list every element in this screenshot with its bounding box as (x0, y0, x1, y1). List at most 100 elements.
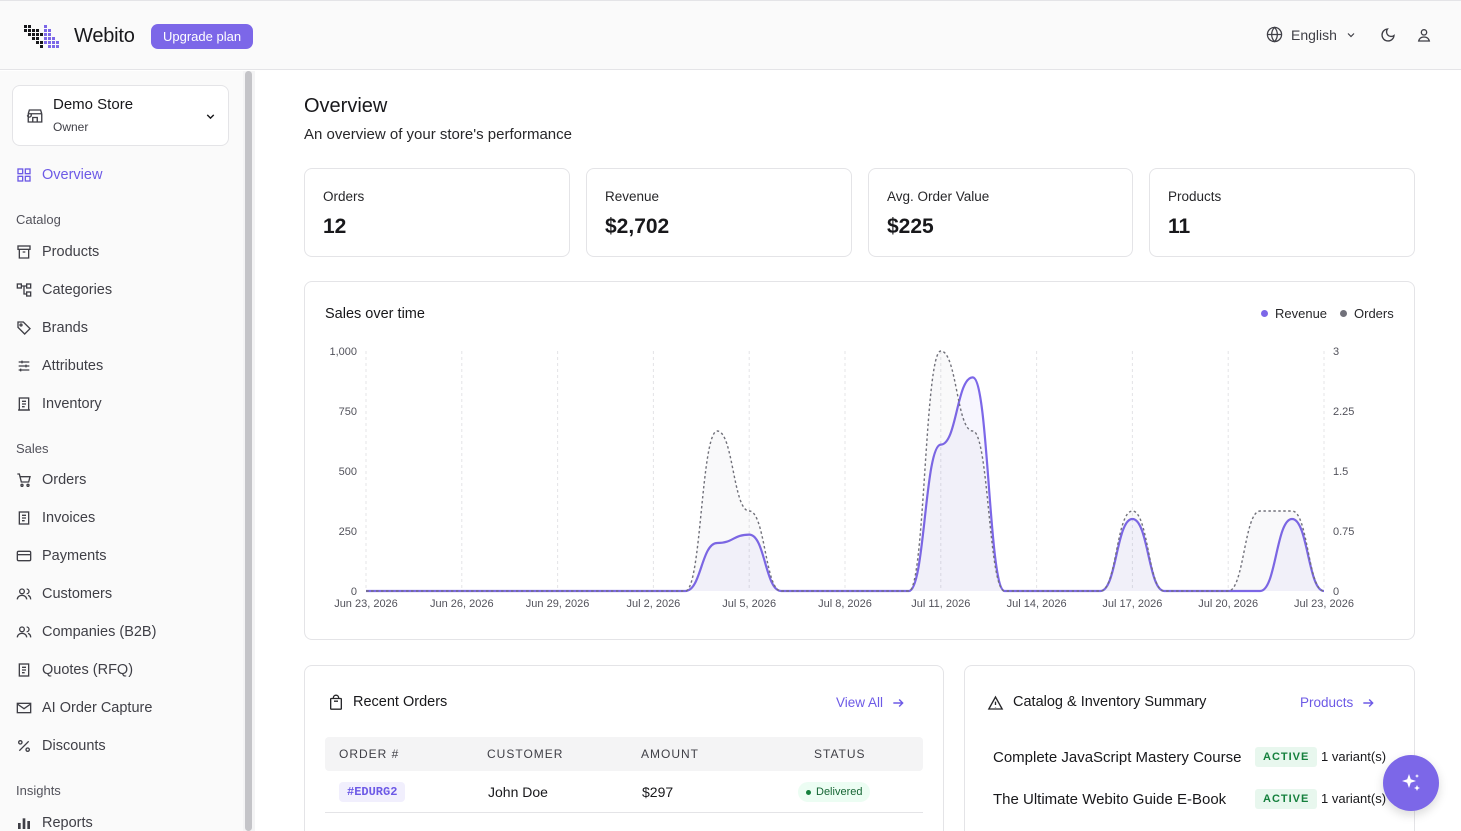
status-label: Delivered (816, 786, 863, 798)
users-icon (16, 588, 32, 600)
x-tick-label: Jul 17, 2026 (1102, 598, 1162, 610)
sidebar-item-invoices[interactable]: Invoices (16, 510, 95, 526)
sidebar-item-discounts[interactable]: Discounts (16, 738, 106, 754)
sidebar-item-label: Overview (42, 167, 103, 183)
stat-card-revenue: Revenue $2,702 (586, 168, 852, 257)
sidebar-item-label: AI Order Capture (42, 700, 153, 716)
variant-count: 1 variant(s) (1321, 749, 1387, 764)
store-role: Owner (53, 120, 89, 134)
sidebar-item-customers[interactable]: Customers (16, 586, 112, 602)
x-tick-label: Jul 20, 2026 (1198, 598, 1258, 610)
sidebar-item-inventory[interactable]: Inventory (16, 396, 102, 412)
table-row[interactable]: #EDURG2 John Doe $297 Delivered (325, 771, 923, 813)
x-tick-label: Jul 23, 2026 (1294, 598, 1354, 610)
sidebar (0, 71, 255, 831)
sparkles-icon (1402, 774, 1420, 791)
receipt-icon (18, 511, 30, 525)
column-header-customer: CUSTOMER (487, 747, 564, 761)
sidebar-item-reports[interactable]: Reports (16, 815, 93, 831)
webito-logo-icon (24, 25, 59, 48)
document-icon (18, 663, 30, 677)
y-left-tick-label: 500 (339, 466, 357, 478)
stat-card-avg-order-value: Avg. Order Value $225 (868, 168, 1133, 257)
sidebar-item-companies[interactable]: Companies (B2B) (16, 624, 156, 640)
stat-value: 11 (1168, 215, 1191, 238)
upgrade-plan-button[interactable]: Upgrade plan (151, 24, 254, 49)
language-selector[interactable]: English (1266, 26, 1357, 43)
recent-orders-card: Recent Orders View All ORDER # CUSTOMER … (304, 665, 944, 831)
sidebar-item-overview[interactable]: Overview (16, 167, 102, 183)
stat-card-orders: Orders 12 (304, 168, 570, 257)
x-tick-label: Jul 5, 2026 (722, 598, 776, 610)
page-title: Overview (304, 95, 388, 117)
order-number-link[interactable]: #EDURG2 (339, 782, 406, 802)
tag-icon (17, 321, 31, 335)
sidebar-item-ai-order-capture[interactable]: AI Order Capture (16, 700, 152, 716)
catalog-summary-title: Catalog & Inventory Summary (1013, 694, 1207, 710)
ai-assistant-button[interactable] (1383, 755, 1439, 811)
y-left-tick-label: 1,000 (329, 346, 357, 358)
sidebar-item-categories[interactable]: Categories (16, 282, 112, 298)
status-badge: ACTIVE (1255, 747, 1318, 767)
stat-value: 12 (323, 215, 347, 238)
grid-icon (17, 168, 31, 182)
users-icon (16, 626, 32, 638)
section-heading-catalog: Catalog (16, 212, 61, 227)
sidebar-item-label: Attributes (42, 358, 104, 374)
legend-label: Orders (1354, 306, 1394, 321)
user-icon[interactable] (1416, 27, 1432, 43)
status-badge: ACTIVE (1255, 789, 1318, 809)
legend-orders[interactable]: Orders (1340, 306, 1394, 321)
y-right-tick-label: 2.25 (1333, 406, 1354, 418)
legend-revenue[interactable]: Revenue (1261, 306, 1327, 321)
sidebar-item-label: Products (42, 244, 100, 260)
sidebar-item-label: Brands (42, 320, 88, 336)
products-link[interactable]: Products (1300, 695, 1375, 710)
column-header-order: ORDER # (339, 747, 400, 761)
sidebar-item-payments[interactable]: Payments (16, 548, 106, 564)
x-tick-label: Jul 8, 2026 (818, 598, 872, 610)
sales-chart: Jun 23, 2026 Jun 26, 2026 Jun 29, 2026 Jul … (329, 346, 1354, 610)
sidebar-item-quotes[interactable]: Quotes (RFQ) (16, 662, 133, 678)
x-tick-label: Jun 26, 2026 (430, 598, 494, 610)
moon-icon[interactable] (1380, 27, 1396, 43)
order-amount: $297 (642, 784, 674, 800)
y-right-tick-label: 1.5 (1333, 466, 1348, 478)
sidebar-item-label: Discounts (42, 738, 106, 754)
sales-chart-card: Sales over time Revenue Orders Jun 23, 2… (304, 281, 1415, 640)
chevron-down-icon (1347, 32, 1355, 37)
stat-value: $2,702 (605, 215, 670, 238)
sidebar-item-label: Invoices (42, 510, 96, 526)
legend-dot (1340, 310, 1347, 317)
catalog-item-name[interactable]: The Ultimate Webito Guide E-Book (993, 791, 1227, 808)
store-switcher[interactable]: Demo Store Owner (12, 85, 229, 146)
sidebar-item-attributes[interactable]: Attributes (16, 358, 103, 374)
x-tick-label: Jun 29, 2026 (526, 598, 590, 610)
legend-label: Revenue (1275, 306, 1328, 321)
catalog-summary-card: Catalog & Inventory Summary Products Com… (964, 665, 1415, 831)
x-tick-label: Jul 14, 2026 (1007, 598, 1067, 610)
sidebar-item-products[interactable]: Products (16, 244, 99, 260)
sidebar-item-label: Companies (B2B) (42, 624, 157, 640)
credit-card-icon (16, 550, 32, 562)
language-label: English (1291, 26, 1337, 43)
section-heading-sales: Sales (16, 441, 49, 456)
sidebar-item-label: Orders (42, 472, 87, 488)
status-dot (806, 789, 811, 795)
recent-orders-title: Recent Orders (353, 694, 448, 710)
stat-label: Revenue (605, 189, 660, 204)
sidebar-scrollbar-thumb[interactable] (245, 71, 252, 831)
sidebar-item-brands[interactable]: Brands (16, 320, 88, 336)
shopping-bag-icon (330, 694, 342, 710)
column-header-status: STATUS (814, 747, 866, 761)
sidebar-item-orders[interactable]: Orders (16, 472, 86, 488)
chevron-down-icon (206, 114, 215, 120)
y-left-tick-label: 750 (339, 406, 357, 418)
catalog-item-name[interactable]: Complete JavaScript Mastery Course (993, 749, 1242, 766)
view-all-link[interactable]: View All (836, 695, 905, 710)
x-tick-label: Jul 11, 2026 (911, 598, 970, 610)
bar-chart-icon (18, 818, 30, 829)
arrow-right-icon (893, 698, 904, 707)
logo[interactable]: Webito (24, 23, 135, 49)
x-tick-label: Jun 23, 2026 (334, 598, 398, 610)
